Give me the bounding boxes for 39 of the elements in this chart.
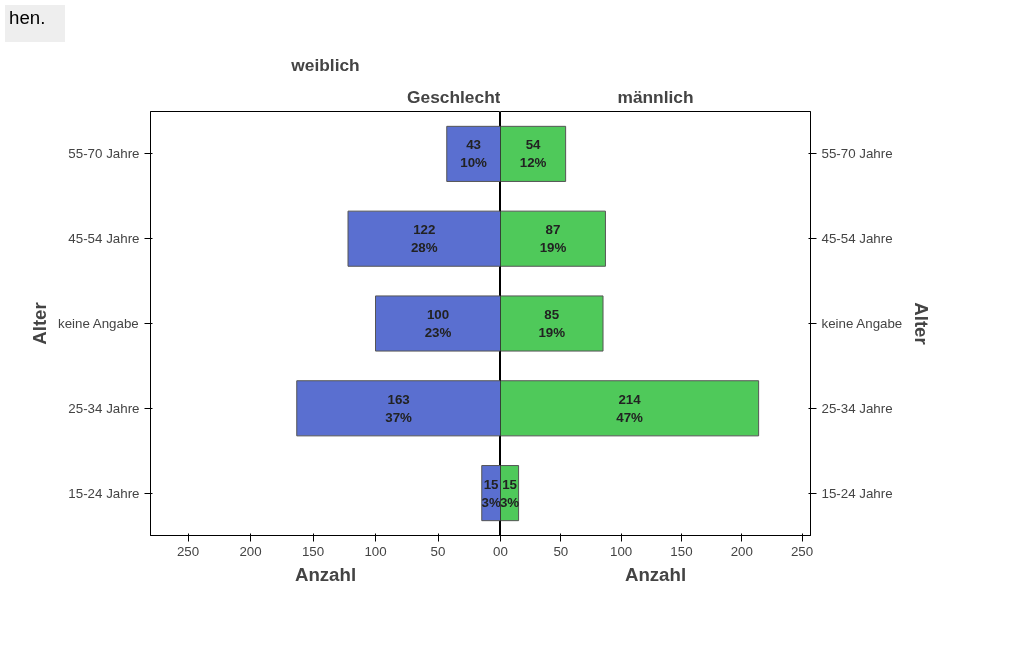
chart-title: Geschlecht — [407, 86, 501, 107]
data-label: 85 19% — [538, 306, 566, 340]
text: hen. — [9, 6, 46, 30]
y-tick-label: 55-70 Jahre — [821, 146, 893, 162]
x-tick-label: 150 — [301, 543, 325, 559]
data-label: 43 10% — [460, 137, 488, 171]
x-axis-title: Anzahl — [294, 563, 357, 585]
x-tick-label: 100 — [364, 543, 387, 559]
x-tick-label: 0 — [493, 543, 501, 559]
data-label: 54 12% — [519, 137, 547, 171]
data-label: 122 28% — [410, 221, 438, 255]
data-label: 163 37% — [385, 391, 413, 425]
y-axis-title: Alter — [28, 301, 50, 345]
x-tick-label: 0 — [500, 543, 508, 559]
y-tick-label: 15-24 Jahre — [821, 485, 893, 501]
y-tick-label: 25-34 Jahre — [68, 400, 140, 416]
y-tick-label: 55-70 Jahre — [68, 146, 140, 162]
y-tick-label: 45-54 Jahre — [68, 230, 140, 246]
y-tick-label: 15-24 Jahre — [68, 485, 140, 501]
data-label: 87 19% — [539, 221, 567, 255]
data-label: 15 3% — [481, 476, 501, 510]
y-tick-label: 45-54 Jahre — [821, 230, 893, 246]
chart-subtitle: weiblich — [290, 54, 360, 75]
x-tick-label: 50 — [553, 543, 569, 559]
x-axis-title: Anzahl — [624, 563, 687, 585]
x-tick-label: 250 — [790, 543, 814, 559]
chart-subtitle: männlich — [617, 86, 694, 107]
y-tick-label: keine Angabe — [821, 315, 903, 331]
y-tick-label: 25-34 Jahre — [821, 400, 893, 416]
x-tick-label: 50 — [430, 543, 446, 559]
x-tick-label: 200 — [239, 543, 262, 559]
x-tick-label: 200 — [730, 543, 753, 559]
y-tick-label: keine Angabe — [57, 315, 139, 331]
data-label: 214 47% — [616, 391, 644, 425]
x-tick-label: 150 — [670, 543, 693, 559]
x-tick-label: 100 — [610, 543, 633, 559]
data-label: 100 23% — [424, 306, 452, 340]
y-axis-title: Alter — [911, 301, 933, 345]
x-tick-label: 250 — [176, 543, 200, 559]
